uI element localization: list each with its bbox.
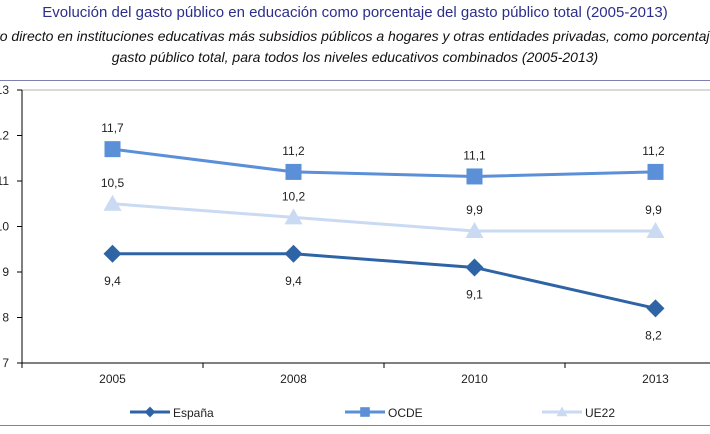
y-tick-label: 9 [2, 265, 9, 279]
data-point-ocde [647, 163, 664, 180]
data-point-ue22 [103, 194, 122, 211]
data-label-espana: 8,2 [645, 328, 662, 342]
y-tick-label: 11 [0, 174, 9, 188]
bottom-divider [0, 425, 710, 426]
chart-subtitle-line1: Gasto directo en instituciones educativa… [0, 28, 710, 44]
data-point-ue22 [284, 208, 303, 225]
series-line-ocde [112, 147, 656, 178]
x-tick-label: 2005 [99, 372, 126, 386]
data-label-espana: 9,1 [466, 287, 483, 301]
data-point-ue22 [646, 222, 665, 239]
data-label-ue22: 9,9 [466, 203, 483, 217]
chart-title: Evolución del gasto público en educación… [42, 4, 668, 21]
legend-marker-ocde [360, 407, 370, 417]
legend-marker-espana [144, 406, 156, 418]
y-tick-label: 7 [2, 356, 9, 370]
data-point-ocde [466, 168, 483, 185]
data-label-ocde: 11,7 [101, 121, 124, 135]
data-label-ocde: 11,1 [463, 148, 486, 162]
data-point-ocde [104, 141, 121, 158]
data-point-espana [646, 299, 665, 318]
top-divider [0, 80, 710, 81]
data-label-espana: 9,4 [285, 274, 302, 288]
data-label-ocde: 11,2 [642, 144, 665, 158]
data-point-ue22 [465, 222, 484, 239]
y-tick-label: 13 [0, 83, 9, 97]
data-point-ocde [285, 163, 302, 180]
x-tick-label: 2013 [642, 372, 669, 386]
y-tick-label: 12 [0, 129, 9, 143]
legend-label-ocde: OCDE [388, 406, 423, 420]
data-label-ocde: 11,2 [282, 144, 305, 158]
x-tick-label: 2010 [461, 372, 488, 386]
legend-marker-ue22 [556, 406, 568, 417]
data-point-espana [465, 258, 484, 277]
data-label-espana: 9,4 [104, 274, 121, 288]
legend-label-espana: España [173, 406, 214, 420]
data-label-ue22: 10,5 [101, 176, 125, 190]
x-tick-label: 2008 [280, 372, 307, 386]
data-point-espana [284, 244, 303, 263]
data-label-ue22: 9,9 [645, 203, 662, 217]
data-point-espana [103, 244, 122, 263]
data-label-ue22: 10,2 [282, 189, 306, 203]
y-tick-label: 10 [0, 220, 9, 234]
series-line-ue22 [112, 202, 656, 233]
chart-subtitle-line2: gasto público total, para todos los nive… [111, 49, 599, 65]
y-tick-label: 8 [2, 311, 9, 325]
legend-label-ue22: UE22 [585, 406, 615, 420]
series-line-espana [112, 252, 656, 310]
